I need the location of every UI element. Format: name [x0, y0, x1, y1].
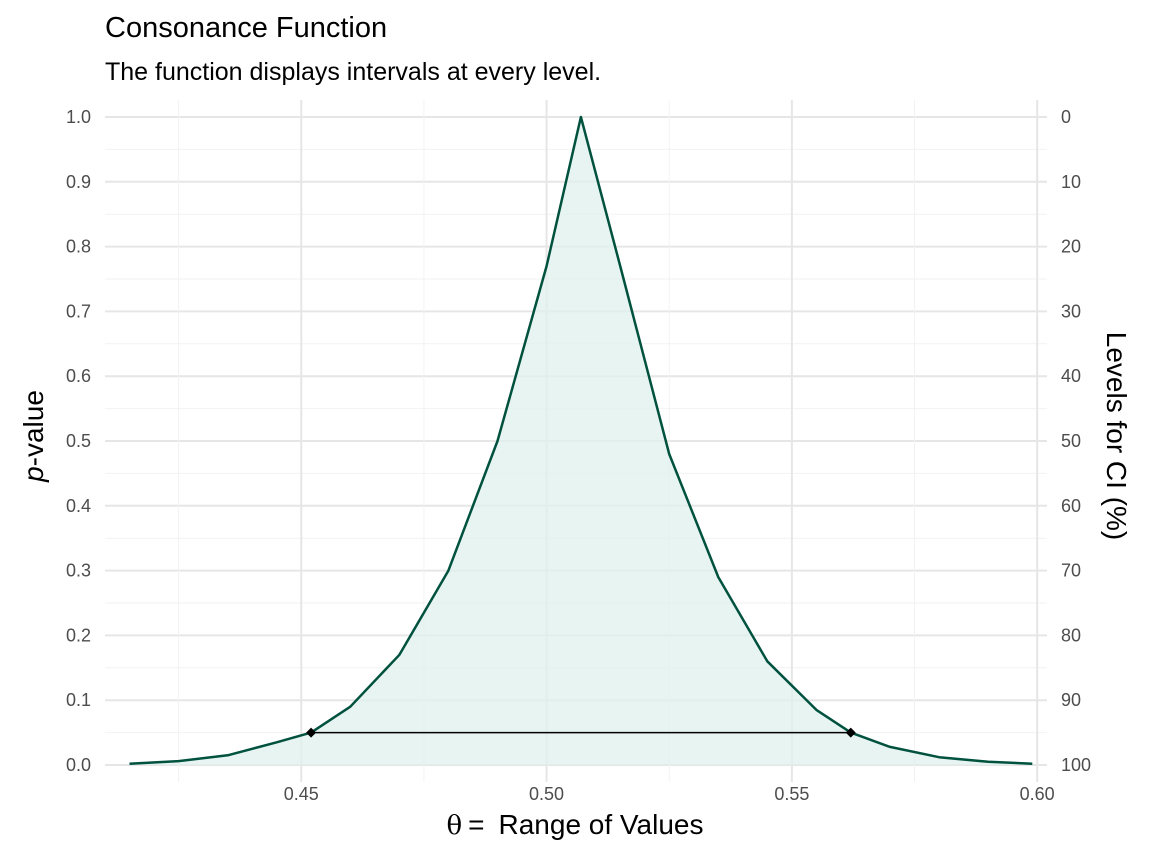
y-right-tick-label: 80	[1061, 625, 1081, 645]
plot-area	[129, 115, 1033, 765]
y-tick-label: 0.5	[66, 431, 91, 451]
consonance-area	[129, 117, 1033, 765]
interval-endpoint	[845, 727, 856, 738]
x-axis: 0.45 0.50 0.55 0.60	[284, 784, 1055, 804]
y-tick-label: 0.7	[66, 301, 91, 321]
y-right-tick-label: 10	[1061, 172, 1081, 192]
y-right-tick-label: 30	[1061, 301, 1081, 321]
x-tick-label: 0.45	[284, 784, 319, 804]
y-tick-label: 0.1	[66, 690, 91, 710]
y-axis-title-right: Levels for CI (%)	[1101, 332, 1132, 541]
y-tick-label: 0.3	[66, 561, 91, 581]
y-tick-label: 0.9	[66, 172, 91, 192]
interval-endpoint	[306, 727, 317, 738]
y-tick-label: 0.8	[66, 237, 91, 257]
y-tick-label: 0.2	[66, 625, 91, 645]
y-right-tick-label: 0	[1061, 107, 1071, 127]
y-right-tick-label: 40	[1061, 366, 1081, 386]
y-right-tick-label: 90	[1061, 690, 1081, 710]
consonance-curve	[129, 115, 1033, 765]
y-axis-left: 0.0 0.1 0.2 0.3 0.4 0.5 0.6 0.7 0.8 0.9 1.0	[66, 107, 91, 775]
y-axis-title-left: p-value	[18, 390, 49, 483]
chart-title: Consonance Function	[105, 12, 387, 44]
y-right-tick-label: 60	[1061, 496, 1081, 516]
x-tick-label: 0.55	[774, 784, 809, 804]
x-axis-label-text: Range of Values	[499, 809, 704, 840]
x-tick-label: 0.50	[529, 784, 564, 804]
y-axis-title-italic: p	[18, 466, 49, 483]
x-axis-equals: =	[468, 809, 484, 840]
chart-subtitle: The function displays intervals at every…	[105, 58, 601, 86]
y-tick-label: 1.0	[66, 107, 91, 127]
y-right-tick-label: 100	[1061, 755, 1091, 775]
y-right-tick-label: 70	[1061, 561, 1081, 581]
x-tick-label: 0.60	[1020, 784, 1055, 804]
y-tick-label: 0.0	[66, 755, 91, 775]
x-axis-title: θ = Range of Values	[447, 809, 704, 841]
theta-symbol: θ	[447, 811, 463, 841]
y-right-tick-label: 50	[1061, 431, 1081, 451]
y-axis-title-rest: -value	[18, 390, 49, 466]
y-tick-label: 0.6	[66, 366, 91, 386]
y-right-tick-label: 20	[1061, 237, 1081, 257]
y-tick-label: 0.4	[66, 496, 91, 516]
